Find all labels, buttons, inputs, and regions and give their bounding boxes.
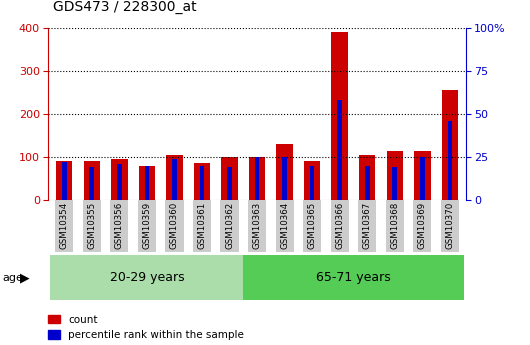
Text: ▶: ▶ xyxy=(20,271,30,284)
Bar xyxy=(304,161,321,200)
Bar xyxy=(420,157,425,200)
Bar xyxy=(220,200,238,252)
Bar xyxy=(413,200,431,252)
Text: GSM10361: GSM10361 xyxy=(198,201,207,248)
Bar xyxy=(243,255,464,300)
Bar xyxy=(84,161,100,200)
Bar xyxy=(55,200,73,252)
Bar xyxy=(249,157,266,200)
Bar xyxy=(248,200,266,252)
Bar xyxy=(386,200,404,252)
Bar xyxy=(90,167,94,200)
Bar xyxy=(358,200,376,252)
Text: 20-29 years: 20-29 years xyxy=(110,271,184,284)
Bar xyxy=(117,164,121,200)
Text: GSM10370: GSM10370 xyxy=(445,201,454,248)
Legend: count, percentile rank within the sample: count, percentile rank within the sample xyxy=(48,315,244,340)
Bar xyxy=(139,166,155,200)
Bar xyxy=(331,32,348,200)
Bar xyxy=(221,157,238,200)
Bar xyxy=(303,200,321,252)
Bar xyxy=(110,200,128,252)
Text: GSM10366: GSM10366 xyxy=(335,201,344,248)
Bar xyxy=(50,255,243,300)
Text: GSM10369: GSM10369 xyxy=(418,201,427,248)
Bar xyxy=(172,159,176,200)
Text: GDS473 / 228300_at: GDS473 / 228300_at xyxy=(53,0,197,14)
Bar xyxy=(111,159,128,200)
Bar xyxy=(331,200,349,252)
Bar xyxy=(282,157,287,200)
Text: GSM10362: GSM10362 xyxy=(225,201,234,248)
Text: GSM10354: GSM10354 xyxy=(60,201,69,248)
Bar xyxy=(62,162,67,200)
Bar xyxy=(447,121,452,200)
Bar xyxy=(386,150,403,200)
Bar xyxy=(338,100,342,200)
Text: GSM10368: GSM10368 xyxy=(390,201,399,248)
Text: GSM10365: GSM10365 xyxy=(307,201,316,248)
Bar xyxy=(414,150,430,200)
Bar xyxy=(441,90,458,200)
Bar xyxy=(145,166,149,200)
Bar xyxy=(365,166,369,200)
Bar xyxy=(56,161,73,200)
Text: GSM10355: GSM10355 xyxy=(87,201,96,248)
Bar xyxy=(310,166,314,200)
Text: GSM10356: GSM10356 xyxy=(115,201,124,248)
Text: GSM10364: GSM10364 xyxy=(280,201,289,248)
Text: GSM10359: GSM10359 xyxy=(143,201,152,248)
Bar xyxy=(393,167,397,200)
Bar xyxy=(138,200,156,252)
Bar xyxy=(441,200,459,252)
Text: age: age xyxy=(3,273,23,283)
Bar xyxy=(166,155,183,200)
Bar xyxy=(276,200,294,252)
Bar xyxy=(193,164,210,200)
Bar xyxy=(276,144,293,200)
Text: GSM10367: GSM10367 xyxy=(363,201,372,248)
Bar xyxy=(255,157,259,200)
Bar xyxy=(83,200,101,252)
Bar xyxy=(193,200,211,252)
Text: 65-71 years: 65-71 years xyxy=(316,271,391,284)
Bar xyxy=(200,166,204,200)
Bar xyxy=(227,167,232,200)
Text: GSM10360: GSM10360 xyxy=(170,201,179,248)
Bar xyxy=(165,200,183,252)
Text: GSM10363: GSM10363 xyxy=(253,201,261,248)
Bar xyxy=(359,155,375,200)
